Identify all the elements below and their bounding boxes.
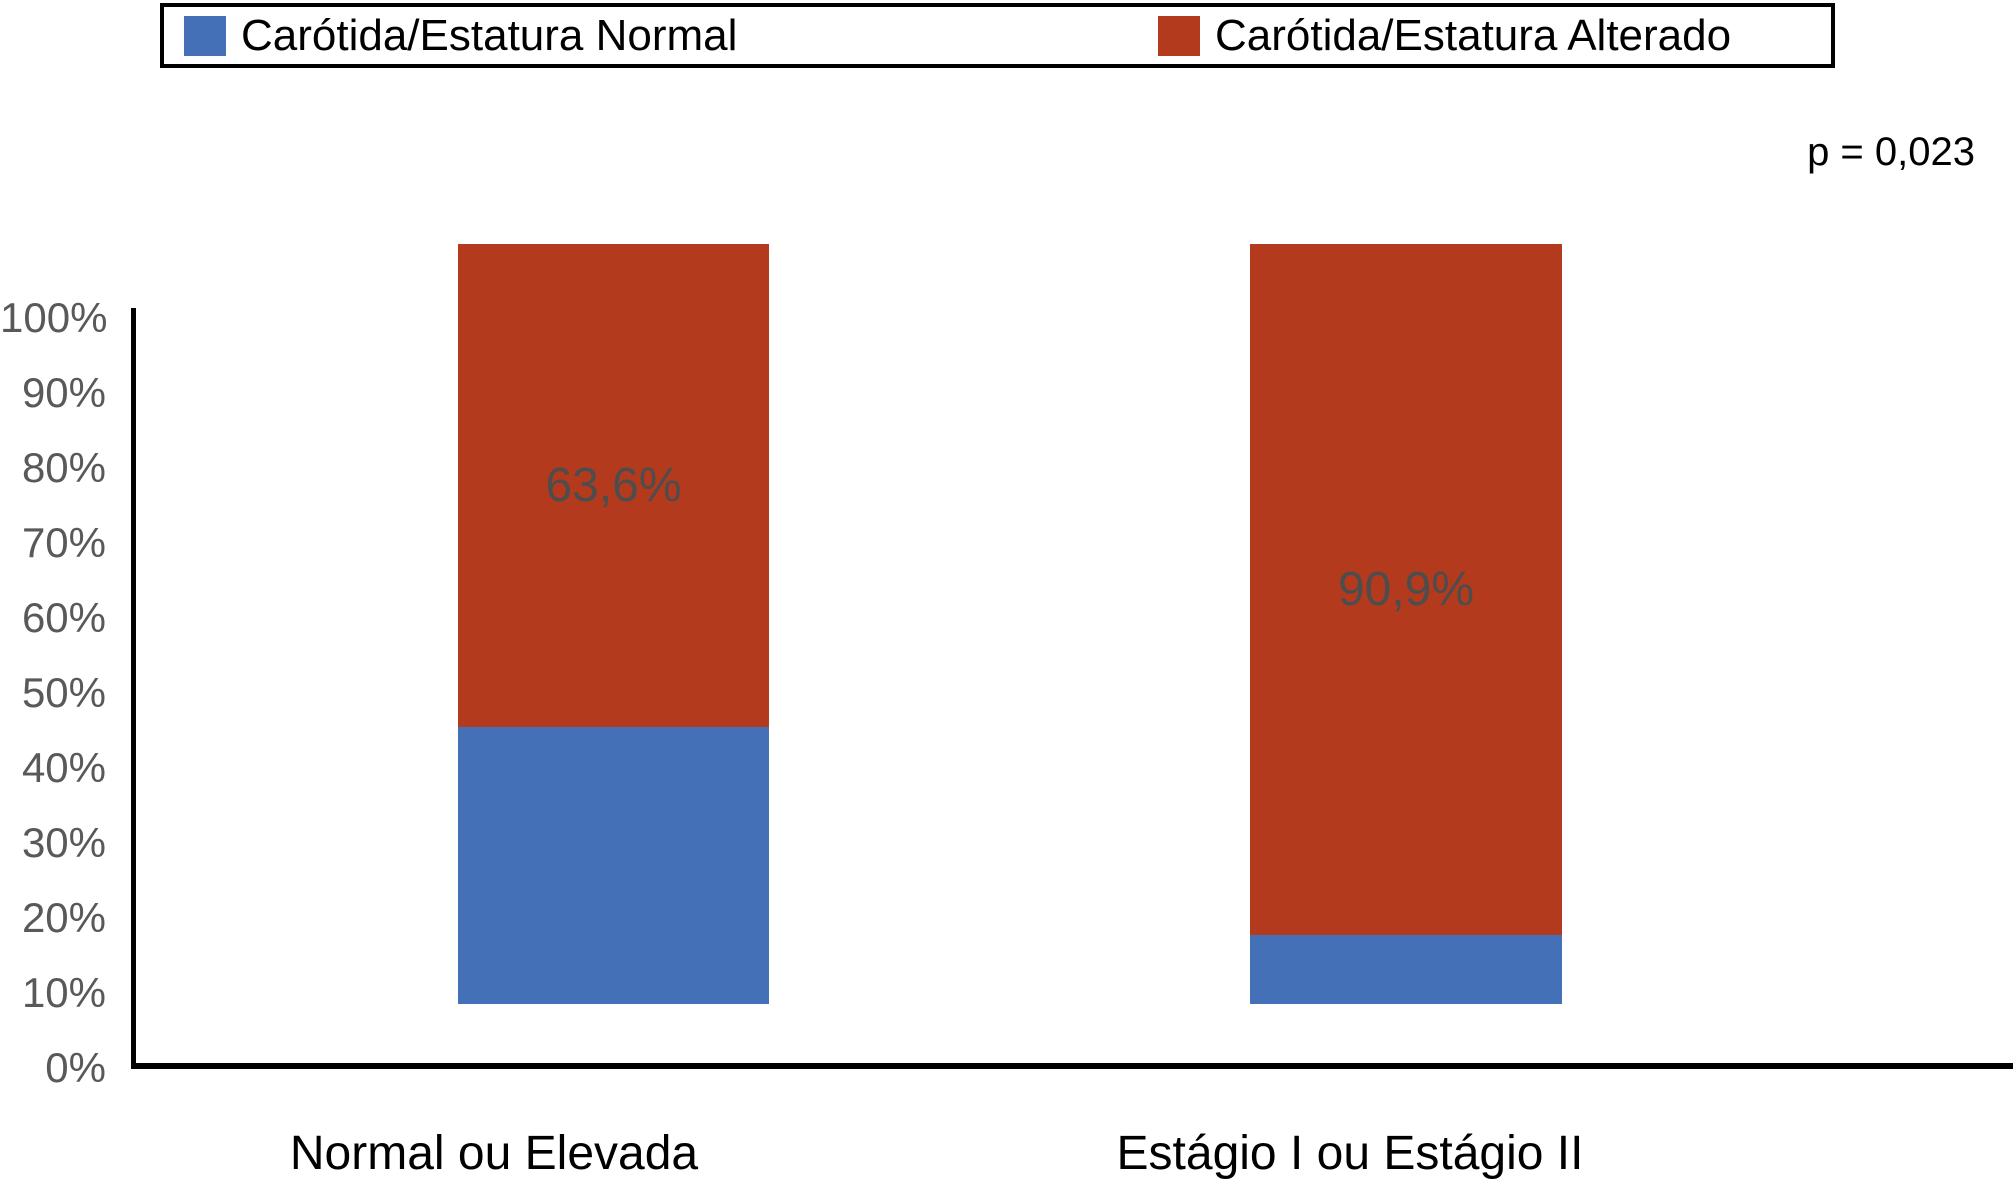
legend-item-alterado: Carótida/Estatura Alterado <box>1158 7 1731 64</box>
data-label-63-6: 63,6% <box>545 459 682 513</box>
y-tick-10: 10% <box>21 969 106 1016</box>
category-label-estagio: Estágio I ou Estágio II <box>1116 1127 1584 1180</box>
y-tick-20: 20% <box>21 894 106 941</box>
y-tick-30: 30% <box>21 819 106 866</box>
legend-item-normal: Carótida/Estatura Normal <box>184 7 737 64</box>
category-label-normal-ou-elevada: Normal ou Elevada <box>289 1127 699 1180</box>
p-value-annotation: p = 0,023 <box>1807 130 1975 174</box>
data-label-90-9: 90,9% <box>1337 562 1475 616</box>
y-tick-90: 90% <box>21 369 106 416</box>
bar-segment-alterado-2: 90,9% <box>1250 244 1562 935</box>
y-tick-100: 100% <box>0 294 108 341</box>
y-tick-0: 0% <box>45 1044 106 1091</box>
x-axis-line <box>131 1063 2013 1069</box>
legend-swatch-normal-icon <box>184 15 226 56</box>
y-tick-70: 70% <box>21 519 106 566</box>
y-tick-80: 80% <box>21 444 106 491</box>
y-tick-60: 60% <box>21 594 106 641</box>
legend-label-alterado: Carótida/Estatura Alterado <box>1215 10 1732 60</box>
chart-legend: Carótida/Estatura Normal Carótida/Estatu… <box>160 3 1835 68</box>
bar-segment-alterado-1: 63,6% <box>458 244 769 728</box>
bar-estagio-i-ou-ii: 90,9% <box>1250 244 1562 1004</box>
y-tick-50: 50% <box>21 669 106 716</box>
bar-normal-ou-elevada: 63,6% <box>458 244 769 1004</box>
bar-segment-normal-1 <box>458 727 769 1004</box>
legend-swatch-alterado-icon <box>1158 15 1200 56</box>
y-tick-40: 40% <box>21 744 106 791</box>
y-axis-line <box>131 308 136 1068</box>
legend-label-normal: Carótida/Estatura Normal <box>241 10 738 60</box>
bar-segment-normal-2 <box>1250 934 1562 1004</box>
